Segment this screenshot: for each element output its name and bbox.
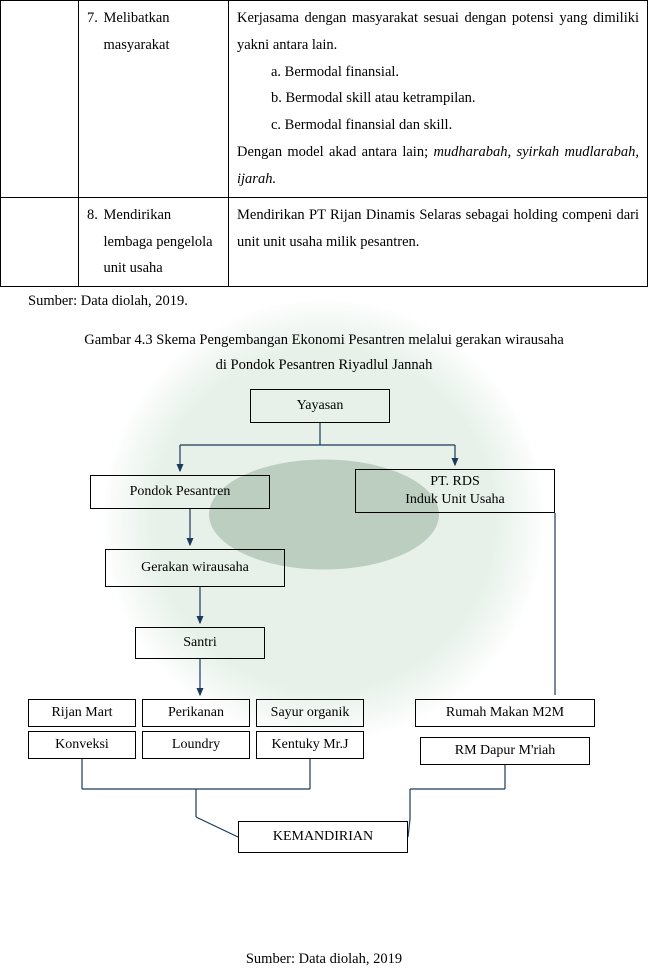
figure-source: Sumber: Data diolah, 2019 [0,951,648,968]
node-pondok: Pondok Pesantren [90,475,270,509]
desc-akad: Dengan model akad antara lain; mudharaba… [237,139,639,193]
step-number: 7. [87,5,98,32]
cell-blank [1,1,79,198]
cell-step-title: 7. Melibatkan masyarakat [79,1,229,198]
step-title: Melibatkan masyarakat [104,5,214,59]
node-gerakan: Gerakan wirausaha [105,549,285,587]
cell-blank [1,197,79,286]
desc-main: Kerjasama dengan masyarakat sesuai denga… [237,5,639,59]
table-row: 7. Melibatkan masyarakat Kerjasama denga… [1,1,648,198]
node-loundry: Loundry [142,731,250,759]
table-source: Sumber: Data diolah, 2019. [28,293,648,310]
document-table: 7. Melibatkan masyarakat Kerjasama denga… [0,0,648,287]
node-santri: Santri [135,627,265,659]
flowchart: Yayasan Pondok Pesantren PT. RDSInduk Un… [0,389,648,949]
desc-item-c: c. Bermodal finansial dan skill. [267,112,639,139]
cell-step-title: 8. Mendirikan lembaga pengelola unit usa… [79,197,229,286]
node-rijan-mart: Rijan Mart [28,699,136,727]
caption-line1: Gambar 4.3 Skema Pengembangan Ekonomi Pe… [84,332,564,348]
step-number: 8. [87,202,98,229]
figure-caption: Gambar 4.3 Skema Pengembangan Ekonomi Pe… [10,328,638,377]
node-perikanan: Perikanan [142,699,250,727]
node-ptrds: PT. RDSInduk Unit Usaha [355,469,555,513]
node-kentuky: Kentuky Mr.J [256,731,364,759]
cell-step-desc: Mendirikan PT Rijan Dinamis Selaras seba… [229,197,648,286]
node-kemandirian: KEMANDIRIAN [238,821,408,853]
desc-main: Mendirikan PT Rijan Dinamis Selaras seba… [237,202,639,256]
node-m2m: Rumah Makan M2M [415,699,595,727]
node-sayur: Sayur organik [256,699,364,727]
node-yayasan: Yayasan [250,389,390,423]
cell-step-desc: Kerjasama dengan masyarakat sesuai denga… [229,1,648,198]
node-konveksi: Konveksi [28,731,136,759]
desc-item-a: a. Bermodal finansial. [267,59,639,86]
table-row: 8. Mendirikan lembaga pengelola unit usa… [1,197,648,286]
akad-prefix: Dengan model akad antara lain; [237,144,433,160]
step-title: Mendirikan lembaga pengelola unit usaha [104,202,214,282]
desc-item-b: b. Bermodal skill atau ketrampilan. [267,85,639,112]
node-dapur: RM Dapur M'riah [420,737,590,765]
caption-line2: di Pondok Pesantren Riyadlul Jannah [216,357,433,373]
